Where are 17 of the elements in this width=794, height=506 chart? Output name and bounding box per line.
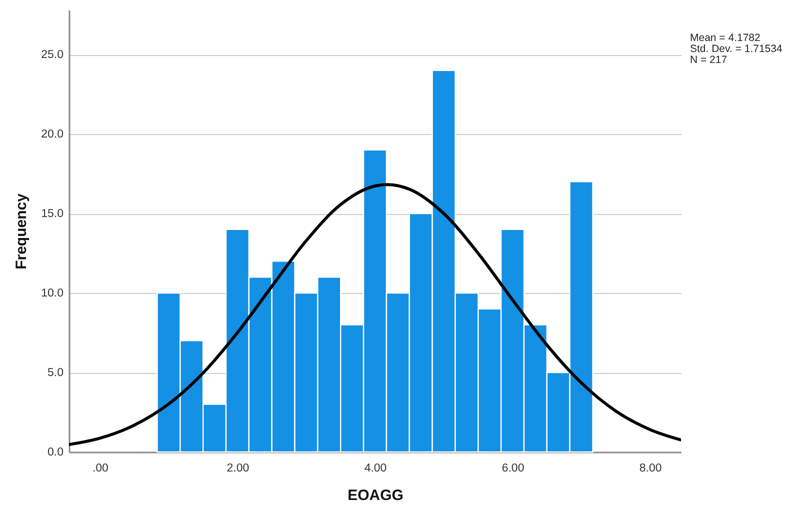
y-axis-title: Frequency (13, 192, 30, 270)
text: Std. Dev. = 1.71534 (690, 43, 782, 55)
text: Mean = 4.1782 (690, 32, 762, 44)
y-tick-label: 10.0 (41, 288, 64, 300)
line-series (69, 183, 681, 446)
y-tick-label: 15.0 (41, 208, 64, 220)
y-tick-label: 20.0 (41, 128, 64, 141)
text: N = 217 (690, 54, 728, 66)
x-axis-title: EOAGG (348, 487, 404, 504)
x-tick-label: 8.00 (639, 462, 662, 474)
x-tick-label: .00 (92, 462, 108, 474)
y-tick-label: 5.0 (48, 367, 64, 380)
x-tick-label: 2.00 (226, 462, 250, 474)
y-tick-label: 0.0 (48, 446, 64, 458)
y-tick-label: 25.0 (41, 49, 64, 62)
x-tick-label: 6.00 (502, 462, 524, 474)
x-tick-label: 4.00 (364, 462, 387, 474)
